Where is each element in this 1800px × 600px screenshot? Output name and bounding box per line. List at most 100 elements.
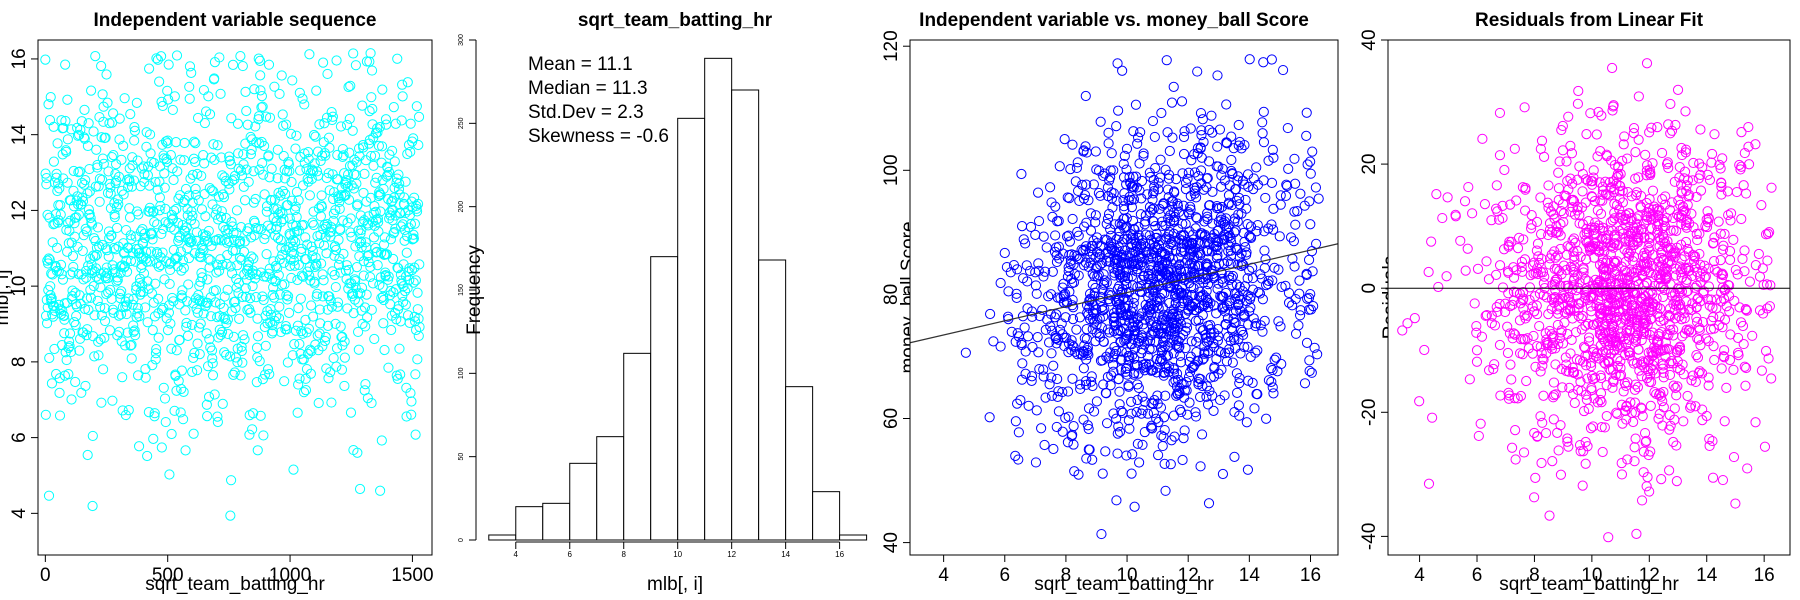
data-point (1267, 144, 1278, 155)
data-point (341, 119, 353, 131)
data-point (105, 188, 116, 199)
data-point (224, 151, 235, 162)
data-point (76, 116, 87, 127)
data-point (1237, 326, 1248, 337)
data-point (366, 397, 377, 409)
data-point (1140, 247, 1152, 258)
data-point (1147, 204, 1158, 215)
data-point (1113, 246, 1124, 258)
data-point (1708, 256, 1720, 267)
data-point (319, 335, 331, 347)
data-point (1604, 177, 1616, 188)
data-point (1672, 356, 1683, 367)
data-point (1198, 184, 1209, 195)
data-point (400, 207, 411, 219)
data-point (162, 135, 173, 146)
data-point (1020, 238, 1031, 249)
data-point (1694, 271, 1706, 282)
data-point (151, 344, 162, 355)
data-point (406, 396, 417, 407)
data-point (399, 285, 411, 297)
data-point (1644, 245, 1655, 256)
data-point (44, 115, 56, 126)
data-point (236, 345, 247, 357)
data-point (1724, 246, 1736, 257)
data-point (125, 340, 136, 351)
data-point (329, 269, 340, 281)
data-point (1500, 298, 1511, 309)
data-point (1559, 317, 1570, 328)
data-point (269, 81, 280, 92)
x-axis: 4 6 8 10 12 14 16 (938, 554, 1321, 586)
data-point (1154, 255, 1165, 267)
data-point (1572, 174, 1583, 185)
data-point (1127, 280, 1139, 291)
data-point (1141, 361, 1152, 372)
data-point (1563, 292, 1575, 303)
data-point (1462, 243, 1473, 254)
data-point (335, 121, 347, 132)
data-point (276, 70, 287, 81)
data-point (1672, 209, 1683, 220)
data-point (80, 175, 91, 186)
data-point (1147, 253, 1159, 264)
data-point (1760, 345, 1772, 357)
data-point (1660, 337, 1671, 348)
data-point (162, 324, 174, 336)
data-point (1189, 304, 1200, 316)
data-point (1307, 146, 1318, 157)
data-point (302, 239, 313, 250)
data-point (120, 340, 131, 351)
data-point (1305, 156, 1316, 167)
data-point (1131, 359, 1142, 371)
data-point (1071, 162, 1082, 174)
data-point (1580, 174, 1592, 185)
data-point (1582, 175, 1593, 186)
data-point (199, 117, 210, 129)
data-point (296, 326, 307, 337)
data-point (1166, 97, 1178, 108)
data-point (1577, 168, 1588, 180)
data-point (307, 245, 318, 257)
data-point (1017, 311, 1029, 322)
data-point (1750, 259, 1761, 271)
data-point (82, 449, 93, 461)
data-point (186, 235, 197, 247)
y-tick-label: 4 (9, 508, 30, 519)
data-point (50, 260, 61, 272)
data-point (1101, 388, 1112, 399)
data-point (182, 330, 194, 342)
data-point (389, 156, 400, 167)
data-point (65, 269, 76, 280)
data-point (283, 307, 295, 318)
data-point (1128, 297, 1139, 309)
data-point (353, 143, 365, 154)
data-point (1088, 235, 1099, 246)
data-point (1173, 223, 1184, 235)
y-tick-label: 8 (9, 357, 30, 368)
data-point (1523, 343, 1534, 354)
data-point (1177, 235, 1188, 246)
data-point (1571, 354, 1582, 365)
data-point (1569, 305, 1580, 317)
data-point (1743, 141, 1754, 152)
data-point (155, 51, 167, 62)
data-point (107, 260, 118, 271)
data-point (1301, 130, 1312, 141)
data-point (1644, 127, 1655, 138)
data-point (253, 53, 264, 64)
data-point (288, 248, 299, 260)
data-point (1517, 266, 1528, 277)
data-point (1060, 412, 1071, 424)
data-point (1596, 421, 1607, 433)
data-point (1571, 285, 1582, 296)
data-point (1611, 200, 1623, 211)
data-point (1702, 206, 1713, 217)
data-point (1257, 128, 1268, 139)
data-point (104, 233, 115, 244)
data-point (364, 134, 375, 146)
data-point (77, 196, 89, 207)
data-point (1535, 229, 1547, 240)
data-point (1529, 492, 1540, 503)
data-point (120, 409, 131, 421)
